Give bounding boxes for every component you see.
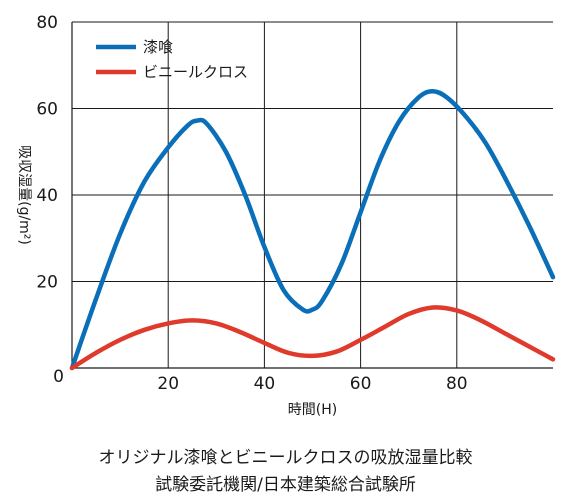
x-axis-title: 時間(H) <box>288 402 337 418</box>
y-tick-label: 40 <box>36 186 58 206</box>
chart: 20 40 60 80 0 20 40 60 80 漆喰 ビニールクロス 時間(H) 吸収湿量(… <box>16 13 556 418</box>
x-tick-label: 80 <box>446 374 468 394</box>
x-tick-label: 60 <box>350 374 372 394</box>
y-tick-label: 20 <box>36 273 58 293</box>
tick-labels: 20 40 60 80 0 20 40 60 80 <box>36 13 467 394</box>
caption-test-institution: 試験委託機関/日本建築総合試験所 <box>155 475 416 495</box>
x-tick-label: 20 <box>157 374 179 394</box>
legend-label-shikkui: 漆喰 <box>143 38 173 56</box>
x-tick-label: 40 <box>254 374 276 394</box>
series-line-vinyl-cloth <box>69 305 556 371</box>
legend-label-vinyl-cloth: ビニールクロス <box>143 63 248 81</box>
series-line-shikkui <box>69 88 556 371</box>
y-tick-label: 80 <box>36 13 58 33</box>
grid <box>72 21 553 368</box>
axes <box>71 22 553 369</box>
y-tick-label: 0 <box>53 367 64 387</box>
y-axis-title: 吸収湿量(g/m²) <box>16 145 32 245</box>
legend: 漆喰 ビニールクロス <box>96 38 248 81</box>
y-tick-label: 60 <box>36 100 58 120</box>
caption-title: オリジナル漆喰とビニールクロスの吸放湿量比較 <box>98 448 473 468</box>
series-lines <box>69 88 556 371</box>
